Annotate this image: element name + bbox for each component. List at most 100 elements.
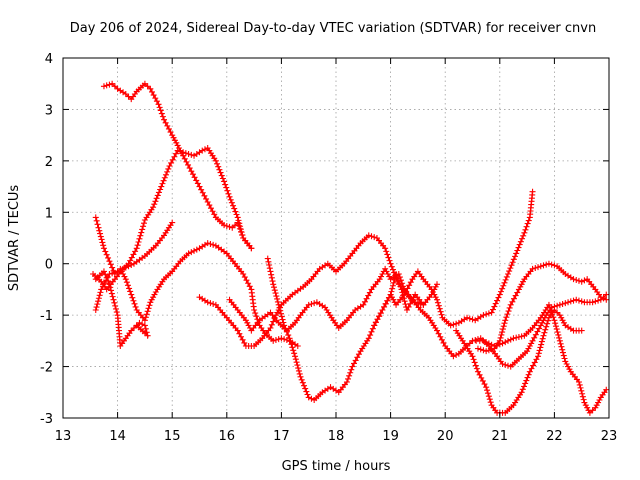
data-point-marker <box>555 331 562 338</box>
data-point-marker <box>125 263 132 270</box>
data-point-marker <box>481 381 488 388</box>
data-point-marker <box>225 190 232 197</box>
data-point-marker <box>592 298 599 305</box>
data-point-marker <box>376 313 383 320</box>
data-point-marker <box>600 295 607 302</box>
data-point-marker <box>243 277 250 284</box>
data-point-marker <box>159 180 166 187</box>
data-point-marker <box>479 377 486 384</box>
data-point-marker <box>515 334 522 340</box>
data-point-marker <box>432 294 439 301</box>
data-point-marker <box>289 344 296 351</box>
data-point-marker <box>201 192 208 199</box>
data-point-marker <box>384 297 391 304</box>
data-point-marker <box>489 306 496 313</box>
data-point-marker <box>152 198 159 205</box>
data-point-marker <box>94 301 101 308</box>
data-point-marker <box>155 101 162 108</box>
data-point-marker <box>234 214 241 221</box>
plot-frame <box>62 57 610 419</box>
data-point-marker <box>140 220 147 227</box>
data-point-marker <box>167 129 174 136</box>
data-point-marker <box>537 344 544 351</box>
data-point-marker <box>216 166 223 173</box>
data-point-marker <box>469 353 476 360</box>
data-point-marker <box>502 276 509 283</box>
data-point-marker <box>389 285 396 292</box>
data-point-marker <box>517 283 524 290</box>
data-point-marker <box>428 286 435 293</box>
data-point-marker <box>154 192 161 199</box>
data-point-marker <box>131 300 138 307</box>
data-point-marker <box>483 311 490 318</box>
x-axis-label: GPS time / hours <box>282 459 391 474</box>
data-point-marker <box>437 333 444 340</box>
data-point-marker <box>553 326 560 333</box>
data-point-marker <box>112 302 119 309</box>
data-point-marker <box>286 335 293 342</box>
data-point-marker <box>434 327 441 334</box>
data-point-marker <box>223 184 230 191</box>
data-point-marker <box>347 369 354 376</box>
data-point-marker <box>106 271 113 277</box>
data-point-marker <box>565 299 572 306</box>
data-point-marker <box>304 391 311 398</box>
data-point-marker <box>499 285 506 292</box>
data-point-marker <box>156 104 163 111</box>
data-point-marker <box>533 356 540 363</box>
data-point-marker <box>573 277 580 283</box>
data-point-marker <box>227 196 234 203</box>
data-point-marker <box>147 299 154 306</box>
data-point-marker <box>365 335 372 342</box>
x-tick-label: 17 <box>273 429 290 444</box>
data-point-marker <box>432 283 439 290</box>
data-point-marker <box>488 341 495 348</box>
data-point-marker <box>438 336 445 343</box>
data-point-marker <box>385 254 392 261</box>
data-point-marker <box>363 295 370 302</box>
chart-title: Day 206 of 2024, Sidereal Day-to-day VTE… <box>70 21 596 36</box>
y-tick-label: 2 <box>45 155 53 170</box>
data-point-marker <box>407 300 414 307</box>
data-point-marker <box>129 294 136 301</box>
data-point-marker <box>166 163 173 169</box>
data-point-marker <box>345 375 352 382</box>
data-point-marker <box>165 165 172 172</box>
data-point-marker <box>573 296 580 303</box>
y-tick-label: -1 <box>40 309 53 324</box>
data-point-marker <box>434 299 441 306</box>
data-point-marker <box>477 346 484 353</box>
data-point-marker <box>552 320 559 327</box>
data-point-marker <box>159 113 166 120</box>
data-point-marker <box>219 175 226 182</box>
data-point-marker <box>478 374 485 381</box>
data-point-marker <box>579 390 586 397</box>
data-point-marker <box>474 345 481 352</box>
data-point-marker <box>434 296 441 303</box>
data-point-marker <box>233 211 240 218</box>
data-point-marker <box>120 265 127 272</box>
data-point-marker <box>274 298 281 305</box>
data-point-marker <box>237 226 244 233</box>
data-point-marker <box>483 384 490 391</box>
data-point-marker <box>566 366 573 373</box>
data-point-marker <box>365 292 372 299</box>
x-tick-label: 19 <box>382 429 399 444</box>
data-point-marker <box>498 331 505 338</box>
data-point-marker <box>397 277 404 284</box>
data-point-marker <box>596 397 603 403</box>
data-point-marker <box>210 241 217 248</box>
data-point-marker <box>539 319 546 326</box>
data-point-marker <box>504 337 511 344</box>
data-point-marker <box>597 294 604 301</box>
data-point-marker <box>562 358 569 365</box>
data-point-marker <box>464 314 471 321</box>
data-point-marker <box>472 362 479 369</box>
data-point-marker <box>212 157 219 164</box>
data-point-marker <box>561 355 568 362</box>
data-point-marker <box>295 367 302 374</box>
data-point-marker <box>148 88 155 95</box>
data-point-marker <box>499 326 506 333</box>
data-point-marker <box>143 329 150 336</box>
data-point-marker <box>226 223 233 230</box>
